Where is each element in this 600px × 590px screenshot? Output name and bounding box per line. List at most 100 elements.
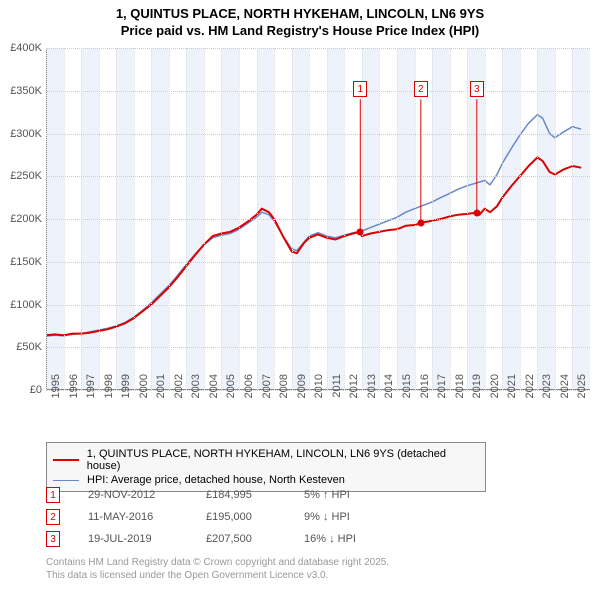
x-gridline xyxy=(186,48,187,390)
x-gridline xyxy=(450,48,451,390)
x-tick-label: 2024 xyxy=(559,374,571,414)
x-gridline xyxy=(555,48,556,390)
x-gridline xyxy=(134,48,135,390)
x-tick-label: 2003 xyxy=(190,374,202,414)
sales-row-date: 11-MAY-2016 xyxy=(88,511,178,523)
x-tick-label: 2005 xyxy=(225,374,237,414)
sales-row: 2 11-MAY-2016 £195,000 9% ↓ HPI xyxy=(46,506,404,528)
x-gridline xyxy=(204,48,205,390)
sale-marker-badge: 2 xyxy=(414,81,428,97)
x-tick-label: 1998 xyxy=(103,374,115,414)
sales-row-diff: 9% ↓ HPI xyxy=(304,511,404,523)
sales-row-badge: 1 xyxy=(46,487,60,503)
y-tick-label: £300K xyxy=(2,128,42,140)
title-line-2: Price paid vs. HM Land Registry's House … xyxy=(0,23,600,40)
sales-row-price: £207,500 xyxy=(206,533,276,545)
sales-table: 129-NOV-2012£184,9955% ↑ HPI211-MAY-2016… xyxy=(46,484,404,550)
sale-dot xyxy=(417,220,424,227)
y-gridline xyxy=(46,91,590,92)
chart-title: 1, QUINTUS PLACE, NORTH HYKEHAM, LINCOLN… xyxy=(0,0,600,40)
x-tick-label: 2010 xyxy=(313,374,325,414)
x-gridline xyxy=(537,48,538,390)
x-gridline xyxy=(64,48,65,390)
x-gridline xyxy=(379,48,380,390)
chart-container: 1, QUINTUS PLACE, NORTH HYKEHAM, LINCOLN… xyxy=(0,0,600,590)
x-tick-label: 2004 xyxy=(208,374,220,414)
legend-label: 1, QUINTUS PLACE, NORTH HYKEHAM, LINCOLN… xyxy=(87,448,479,472)
x-gridline xyxy=(572,48,573,390)
x-gridline xyxy=(309,48,310,390)
sales-row-badge: 3 xyxy=(46,531,60,547)
x-tick-label: 2000 xyxy=(138,374,150,414)
x-gridline xyxy=(344,48,345,390)
x-gridline xyxy=(327,48,328,390)
y-tick-label: £150K xyxy=(2,256,42,268)
legend-item: 1, QUINTUS PLACE, NORTH HYKEHAM, LINCOLN… xyxy=(53,447,479,473)
x-gridline xyxy=(239,48,240,390)
x-tick-label: 2008 xyxy=(278,374,290,414)
y-gridline xyxy=(46,176,590,177)
x-gridline xyxy=(221,48,222,390)
y-gridline xyxy=(46,305,590,306)
x-tick-label: 2020 xyxy=(489,374,501,414)
y-gridline xyxy=(46,347,590,348)
y-tick-label: £0 xyxy=(2,384,42,396)
y-tick-label: £200K xyxy=(2,213,42,225)
x-gridline xyxy=(292,48,293,390)
x-tick-label: 2013 xyxy=(366,374,378,414)
x-tick-label: 2002 xyxy=(173,374,185,414)
sales-row-diff: 5% ↑ HPI xyxy=(304,489,404,501)
sales-row-price: £195,000 xyxy=(206,511,276,523)
x-tick-label: 1996 xyxy=(68,374,80,414)
x-gridline xyxy=(397,48,398,390)
sale-dot xyxy=(473,209,480,216)
x-tick-label: 2001 xyxy=(155,374,167,414)
title-line-1: 1, QUINTUS PLACE, NORTH HYKEHAM, LINCOLN… xyxy=(0,6,600,23)
x-gridline xyxy=(99,48,100,390)
sales-row: 3 19-JUL-2019 £207,500 16% ↓ HPI xyxy=(46,528,404,550)
x-tick-label: 1999 xyxy=(120,374,132,414)
x-tick-label: 2021 xyxy=(506,374,518,414)
x-gridline xyxy=(116,48,117,390)
x-gridline xyxy=(257,48,258,390)
sale-marker-badge: 1 xyxy=(353,81,367,97)
x-tick-label: 2015 xyxy=(401,374,413,414)
x-gridline xyxy=(274,48,275,390)
x-tick-label: 2019 xyxy=(471,374,483,414)
sales-row-badge: 2 xyxy=(46,509,60,525)
y-tick-label: £50K xyxy=(2,341,42,353)
x-tick-label: 2012 xyxy=(348,374,360,414)
x-gridline xyxy=(485,48,486,390)
sale-dot xyxy=(357,228,364,235)
y-gridline xyxy=(46,262,590,263)
legend-swatch xyxy=(53,480,79,481)
x-tick-label: 2009 xyxy=(296,374,308,414)
x-tick-label: 2006 xyxy=(243,374,255,414)
x-gridline xyxy=(362,48,363,390)
sales-row-price: £184,995 xyxy=(206,489,276,501)
sale-marker-badge: 3 xyxy=(470,81,484,97)
footer-line-2: This data is licensed under the Open Gov… xyxy=(46,569,389,582)
x-gridline xyxy=(415,48,416,390)
x-tick-label: 2017 xyxy=(436,374,448,414)
x-gridline xyxy=(151,48,152,390)
x-tick-label: 2022 xyxy=(524,374,536,414)
footer-line-1: Contains HM Land Registry data © Crown c… xyxy=(46,556,389,569)
x-gridline xyxy=(502,48,503,390)
x-tick-label: 1997 xyxy=(85,374,97,414)
sales-row: 129-NOV-2012£184,9955% ↑ HPI xyxy=(46,484,404,506)
x-gridline xyxy=(81,48,82,390)
sales-row-date: 19-JUL-2019 xyxy=(88,533,178,545)
x-gridline xyxy=(520,48,521,390)
price_paid-line xyxy=(46,157,581,335)
sales-row-diff: 16% ↓ HPI xyxy=(304,533,404,545)
hpi-line xyxy=(46,115,581,336)
x-tick-label: 2014 xyxy=(383,374,395,414)
x-tick-label: 1995 xyxy=(50,374,62,414)
y-tick-label: £350K xyxy=(2,85,42,97)
x-tick-label: 2018 xyxy=(454,374,466,414)
x-tick-label: 2023 xyxy=(541,374,553,414)
x-tick-label: 2011 xyxy=(331,374,343,414)
x-tick-label: 2025 xyxy=(576,374,588,414)
plot-area: 1 2 3 xyxy=(46,48,590,390)
